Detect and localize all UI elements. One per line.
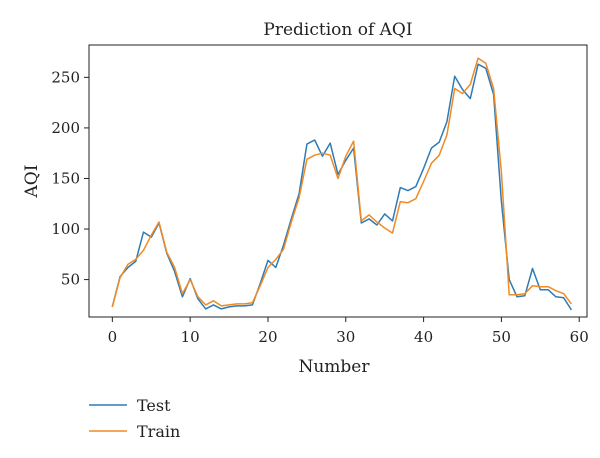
x-tick-label: 10 — [181, 328, 200, 346]
y-tick-label: 100 — [51, 220, 80, 238]
series-layer — [111, 57, 573, 311]
y-tick-label: 200 — [51, 119, 80, 137]
x-tick-label: 40 — [414, 328, 433, 346]
chart-title: Prediction of AQI — [263, 20, 412, 40]
y-tick-label: 250 — [51, 68, 80, 86]
y-tick-label: 150 — [51, 169, 80, 187]
x-tick-label: 30 — [336, 328, 355, 346]
y-axis-label: AQI — [22, 165, 42, 199]
x-tick-label: 50 — [492, 328, 511, 346]
legend-label-train: Train — [137, 422, 180, 441]
legend-label-test: Test — [137, 396, 171, 415]
legend: Test Train — [89, 396, 180, 441]
x-tick-label: 20 — [258, 328, 277, 346]
x-axis: 0 10 20 30 40 50 60 — [108, 317, 589, 346]
x-tick-label: 0 — [108, 328, 118, 346]
x-tick-label: 60 — [570, 328, 589, 346]
series-line-train — [111, 57, 572, 308]
y-tick-label: 50 — [61, 271, 80, 289]
plot-frame — [88, 44, 588, 318]
x-axis-label: Number — [298, 357, 370, 377]
y-axis: 50 100 150 200 250 — [51, 68, 89, 289]
